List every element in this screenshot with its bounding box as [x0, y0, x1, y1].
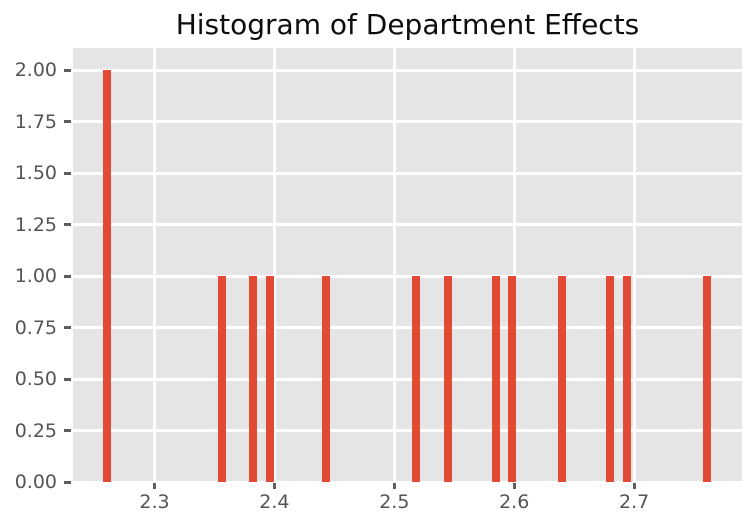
y-tick-label: 0.00 [14, 471, 57, 493]
x-tick-mark [153, 483, 157, 489]
histogram-bar [102, 70, 111, 482]
v-gridline [632, 48, 636, 482]
y-tick-mark [64, 429, 71, 432]
h-gridline [73, 429, 742, 432]
h-gridline [73, 68, 742, 72]
x-tick-mark [632, 483, 636, 489]
h-gridline [73, 171, 742, 175]
y-tick-mark [64, 223, 71, 227]
v-gridline [272, 48, 276, 482]
y-tick-label: 0.75 [14, 316, 57, 339]
h-gridline [73, 223, 742, 227]
y-tick-mark [64, 68, 71, 72]
x-tick-mark [392, 483, 396, 489]
histogram-bar [558, 276, 567, 482]
histogram-bar [444, 276, 453, 482]
y-tick-mark [64, 120, 71, 124]
y-tick-label: 0.25 [14, 419, 57, 442]
histogram-bar [265, 276, 274, 482]
histogram-bar [217, 276, 226, 482]
h-gridline [73, 274, 742, 278]
plot-area [64, 48, 742, 489]
x-tick-mark [512, 483, 516, 489]
histogram-bar [492, 276, 501, 482]
x-tick-label: 2.6 [499, 491, 530, 513]
y-tick-mark [64, 377, 71, 381]
h-gridline [73, 377, 742, 381]
y-tick-label: 1.25 [14, 213, 57, 236]
x-tick-label: 2.4 [259, 491, 290, 513]
y-tick-label: 1.75 [14, 110, 57, 133]
x-tick-label: 2.7 [618, 491, 650, 513]
histogram-bar [411, 276, 420, 482]
histogram-bar [606, 276, 615, 482]
x-tick-label: 2.5 [379, 491, 410, 513]
histogram-bar [622, 276, 631, 482]
h-gridline [73, 480, 742, 484]
y-tick-label: 0.50 [14, 368, 57, 390]
y-tick-label: 1.50 [14, 162, 57, 185]
y-tick-mark [64, 171, 71, 175]
v-gridline [153, 48, 157, 482]
x-tick-mark [272, 483, 276, 489]
y-tick-mark [64, 274, 71, 278]
chart-title: Histogram of Department Effects [175, 8, 640, 41]
histogram-bar [248, 276, 257, 482]
v-gridline [512, 48, 516, 482]
y-tick-label: 1.00 [14, 265, 57, 288]
h-gridline [73, 120, 742, 124]
v-gridline [392, 48, 396, 482]
y-tick-mark [64, 480, 71, 484]
histogram-bar [507, 276, 516, 482]
y-tick-mark [64, 326, 71, 329]
histogram-bar [321, 276, 330, 482]
histogram-bar [703, 276, 712, 482]
y-tick-label: 2.00 [14, 59, 57, 82]
x-tick-label: 2.3 [139, 491, 170, 513]
h-gridline [73, 326, 742, 329]
